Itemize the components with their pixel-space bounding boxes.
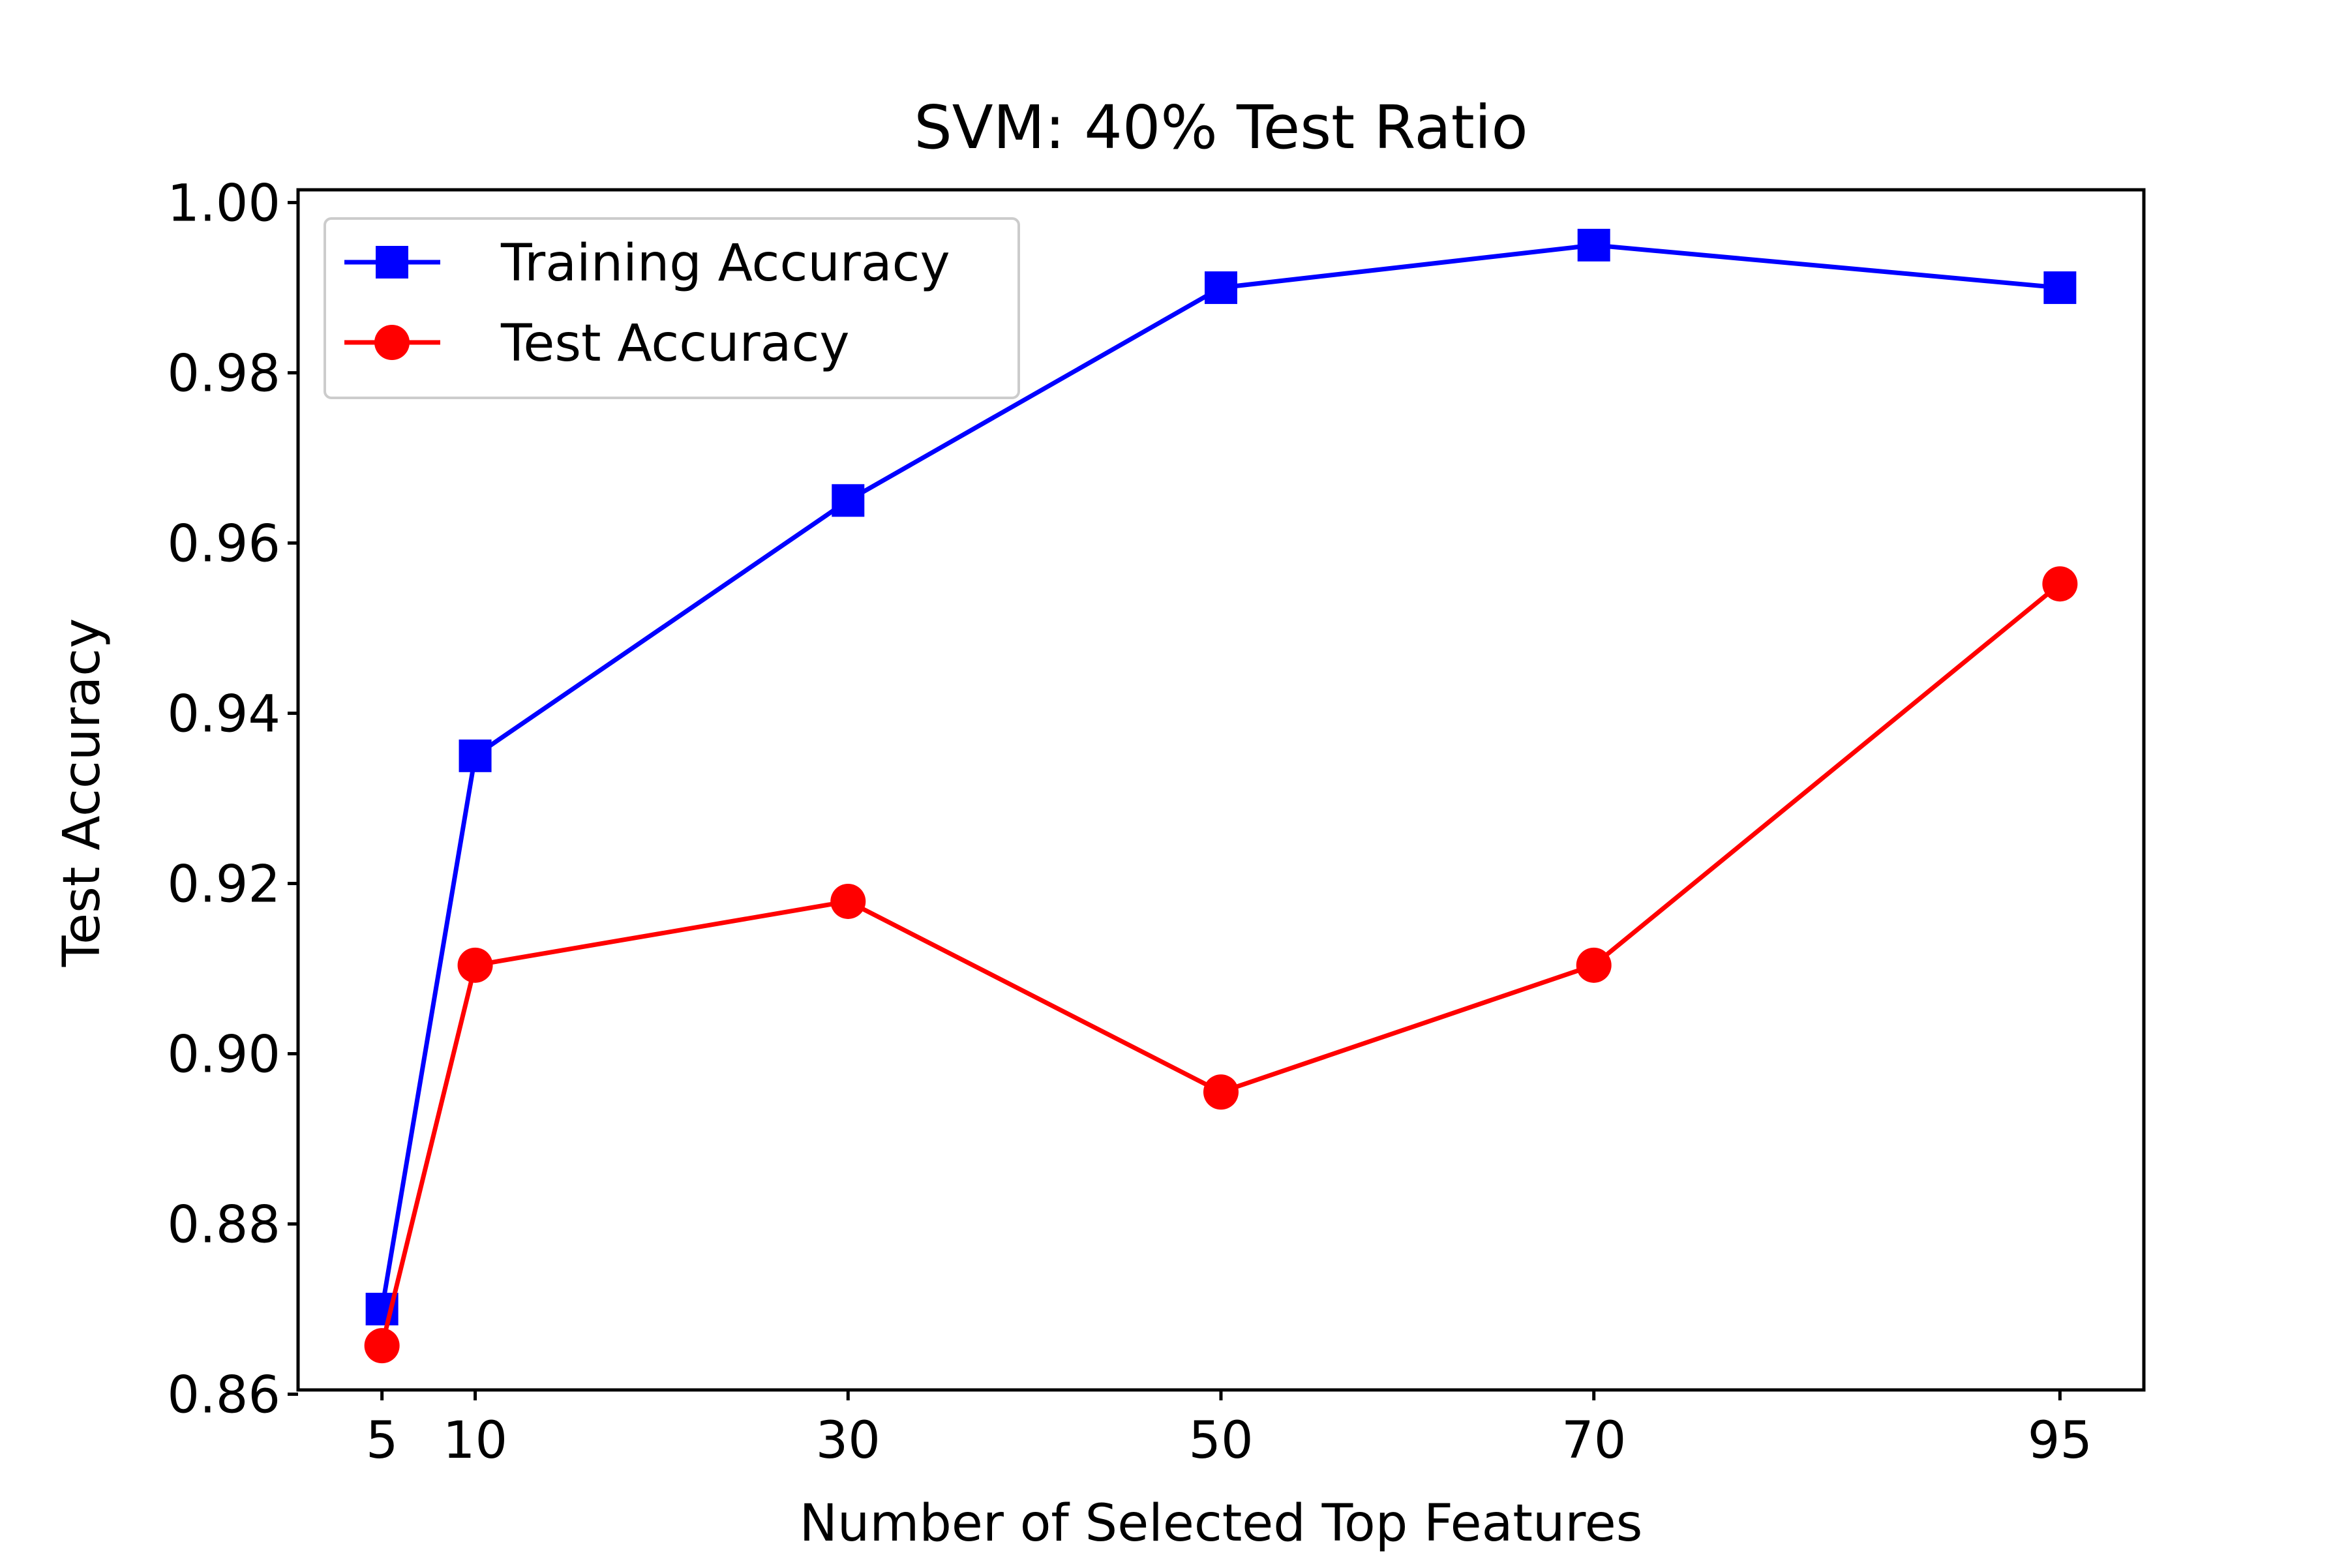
- x-tick-label: 30: [816, 1411, 880, 1470]
- legend-box: [324, 217, 1020, 399]
- data-point-circle: [2042, 566, 2078, 602]
- series-line: [380, 243, 2062, 1312]
- y-axis-label: Test Accuracy: [53, 618, 112, 968]
- y-tick-label: 0.94: [167, 686, 280, 744]
- chart-title: SVM: 40% Test Ratio: [914, 93, 1528, 162]
- data-point-circle: [1203, 1074, 1239, 1110]
- series-line: [380, 581, 2062, 1348]
- series-test-accuracy: [364, 566, 2078, 1364]
- data-point-circle: [364, 1328, 400, 1364]
- legend-marker-circle: [374, 325, 410, 360]
- legend-label: Training Accuracy: [500, 234, 950, 293]
- x-tick-label: 5: [366, 1411, 399, 1470]
- x-tick-label: 95: [2028, 1411, 2092, 1470]
- y-tick-label: 0.86: [167, 1366, 280, 1425]
- data-point-circle: [457, 947, 493, 983]
- data-point-square: [832, 484, 865, 517]
- y-axis-ticks: 0.86 0.88 0.90 0.92 0.94 0.96 0.98 1.00: [167, 175, 298, 1425]
- data-point-square: [459, 739, 492, 772]
- y-tick-label: 1.00: [167, 175, 280, 234]
- legend-label: Test Accuracy: [500, 314, 850, 373]
- y-tick-label: 0.98: [167, 345, 280, 404]
- chart-legend: Training Accuracy Test Accuracy: [324, 217, 1020, 399]
- y-tick-label: 0.96: [167, 515, 280, 574]
- data-point-square: [1577, 228, 1610, 262]
- legend-marker-square: [376, 246, 408, 279]
- series-layer: [364, 228, 2078, 1364]
- data-point-square: [1205, 271, 1237, 305]
- data-point-square: [2043, 271, 2077, 305]
- x-axis-label: Number of Selected Top Features: [800, 1494, 1643, 1553]
- x-tick-label: 10: [443, 1411, 507, 1470]
- data-point-circle: [830, 883, 866, 919]
- data-point-circle: [1576, 947, 1612, 983]
- x-axis-ticks: 5 10 30 50 70 95: [366, 1390, 2092, 1470]
- x-tick-label: 50: [1188, 1411, 1253, 1470]
- x-tick-label: 70: [1561, 1411, 1626, 1470]
- y-tick-label: 0.90: [167, 1026, 280, 1085]
- y-tick-label: 0.88: [167, 1196, 280, 1255]
- series-training-accuracy: [365, 228, 2077, 1326]
- plot-frame: [296, 188, 2146, 1392]
- y-tick-label: 0.92: [167, 856, 280, 914]
